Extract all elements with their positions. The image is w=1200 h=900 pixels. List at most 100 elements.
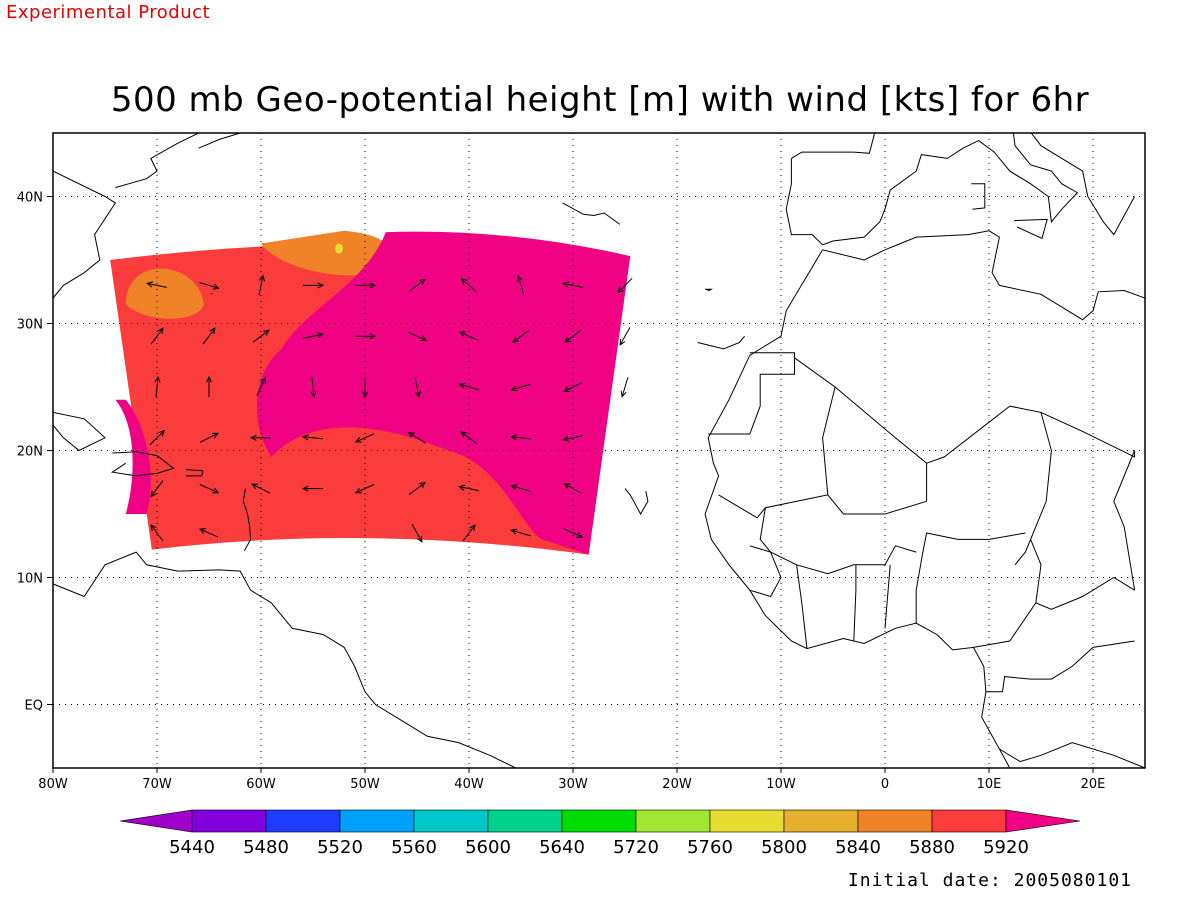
wind-arrow [512, 329, 530, 343]
wind-arrow [458, 331, 479, 341]
wind-arrow [354, 433, 375, 443]
colorbar-level-label: 5440 [169, 837, 215, 858]
island-bermuda [210, 292, 213, 295]
colorbar-level-label: 5600 [465, 837, 511, 858]
wind-arrow [414, 377, 421, 398]
border-ivory-coast [796, 564, 808, 649]
border-cameroon [973, 539, 1042, 648]
lat-tick-label: 30N [17, 318, 43, 333]
wind-arrow [408, 278, 426, 292]
wind-arrow [303, 282, 325, 289]
wind-vectors [146, 274, 633, 543]
colorbar-level-label: 5560 [391, 837, 437, 858]
wind-arrow [516, 274, 525, 296]
wind-arrow [199, 432, 219, 443]
coast-italy [962, 133, 1079, 224]
wind-arrow [252, 329, 270, 343]
colorbar-box [783, 809, 859, 833]
border-togo [884, 564, 891, 629]
wind-arrow [354, 484, 375, 494]
wind-arrow [619, 327, 631, 346]
wind-arrow [149, 429, 165, 446]
northeast-high-region [462, 234, 631, 365]
map-title: 500 mb Geo-potential height [m] with win… [110, 80, 1090, 120]
border-mauritania [718, 357, 836, 519]
wind-arrow [199, 282, 220, 290]
wind-arrow [199, 484, 220, 494]
island-puerto-rico [186, 469, 204, 477]
lon-tick-label: 60W [246, 777, 276, 792]
wind-arrow [510, 383, 531, 392]
wind-arrow [407, 431, 426, 444]
coast-nova-scotia [198, 133, 242, 149]
border-nigeria [915, 532, 1026, 624]
wind-arrow [563, 528, 584, 538]
coast-balkans [1030, 133, 1136, 236]
height-field [110, 230, 631, 555]
lon-tick-label: 70W [142, 777, 172, 792]
border-mali-niger [827, 463, 928, 515]
colorbar-box [265, 809, 341, 833]
wind-arrow [301, 485, 323, 492]
wind-arrow [361, 377, 369, 399]
wind-arrow [411, 524, 423, 543]
wind-arrow [355, 333, 377, 340]
wind-arrow [564, 329, 582, 343]
colorbar-level-label: 5480 [243, 837, 289, 858]
wind-arrow [510, 484, 531, 492]
lon-tick-label: 0 [881, 777, 889, 792]
wind-arrow [563, 382, 583, 393]
lon-tick-label: 80W [38, 777, 68, 792]
lon-tick-label: 50W [350, 777, 380, 792]
lesser-antilles [242, 488, 252, 552]
coast-france [915, 147, 964, 172]
colorbar-box [487, 809, 563, 833]
lon-tick-label: 20W [662, 777, 692, 792]
colorbar-box [635, 809, 711, 833]
colorbar-level-label: 5920 [983, 837, 1029, 858]
border-congo-south [999, 742, 1145, 768]
lat-tick-label: 10N [17, 572, 43, 587]
wind-arrow [310, 376, 317, 399]
wind-arrow [510, 528, 531, 537]
longitude-tick-labels: 80W 70W 60W 50W 40W 30W 20W 10W 0 10E 20E [38, 768, 1105, 792]
coast-west-africa [704, 249, 1011, 768]
coastlines [53, 133, 1145, 768]
border-east [1113, 450, 1136, 591]
wind-arrow [509, 434, 532, 441]
colorbar-level-label: 5640 [539, 837, 585, 858]
wind-arrow [249, 434, 271, 441]
wind-arrow [303, 332, 324, 339]
border-gabon-congo [985, 640, 1135, 693]
colorbar-box [339, 809, 415, 833]
island-sicily [1013, 218, 1048, 240]
wind-arrow [258, 274, 265, 296]
colorbar-box [413, 809, 489, 833]
island-cuba [53, 411, 106, 452]
border-central-africa [1035, 576, 1135, 610]
colorbar: 5440 5480 5520 5560 5600 5640 5720 5760 5800 5840… [119, 809, 1081, 858]
wind-arrow [202, 327, 216, 345]
wind-arrow [458, 484, 479, 492]
wind-arrow [462, 524, 476, 542]
wind-arrow [256, 376, 266, 397]
lat-tick-label: 20N [17, 445, 43, 460]
islands-canary [697, 335, 745, 350]
colorbar-level-label: 5880 [909, 837, 955, 858]
border-western-sahara [708, 352, 795, 435]
wind-arrow [150, 327, 164, 345]
border-niger-chad [1009, 405, 1052, 566]
coast-iberia-west [785, 158, 917, 246]
lat-tick-label: EQ [25, 699, 43, 714]
border-sahel [759, 507, 917, 575]
wind-arrow [458, 382, 479, 391]
lon-tick-label: 10E [977, 777, 1002, 792]
border-ghana [853, 564, 857, 642]
wind-arrow [251, 483, 271, 494]
western-edge-region [115, 399, 151, 514]
colorbar-box [191, 809, 267, 833]
colorbar-level-label: 5840 [835, 837, 881, 858]
wind-arrow [408, 481, 426, 495]
subtropical-region-north [261, 230, 390, 276]
